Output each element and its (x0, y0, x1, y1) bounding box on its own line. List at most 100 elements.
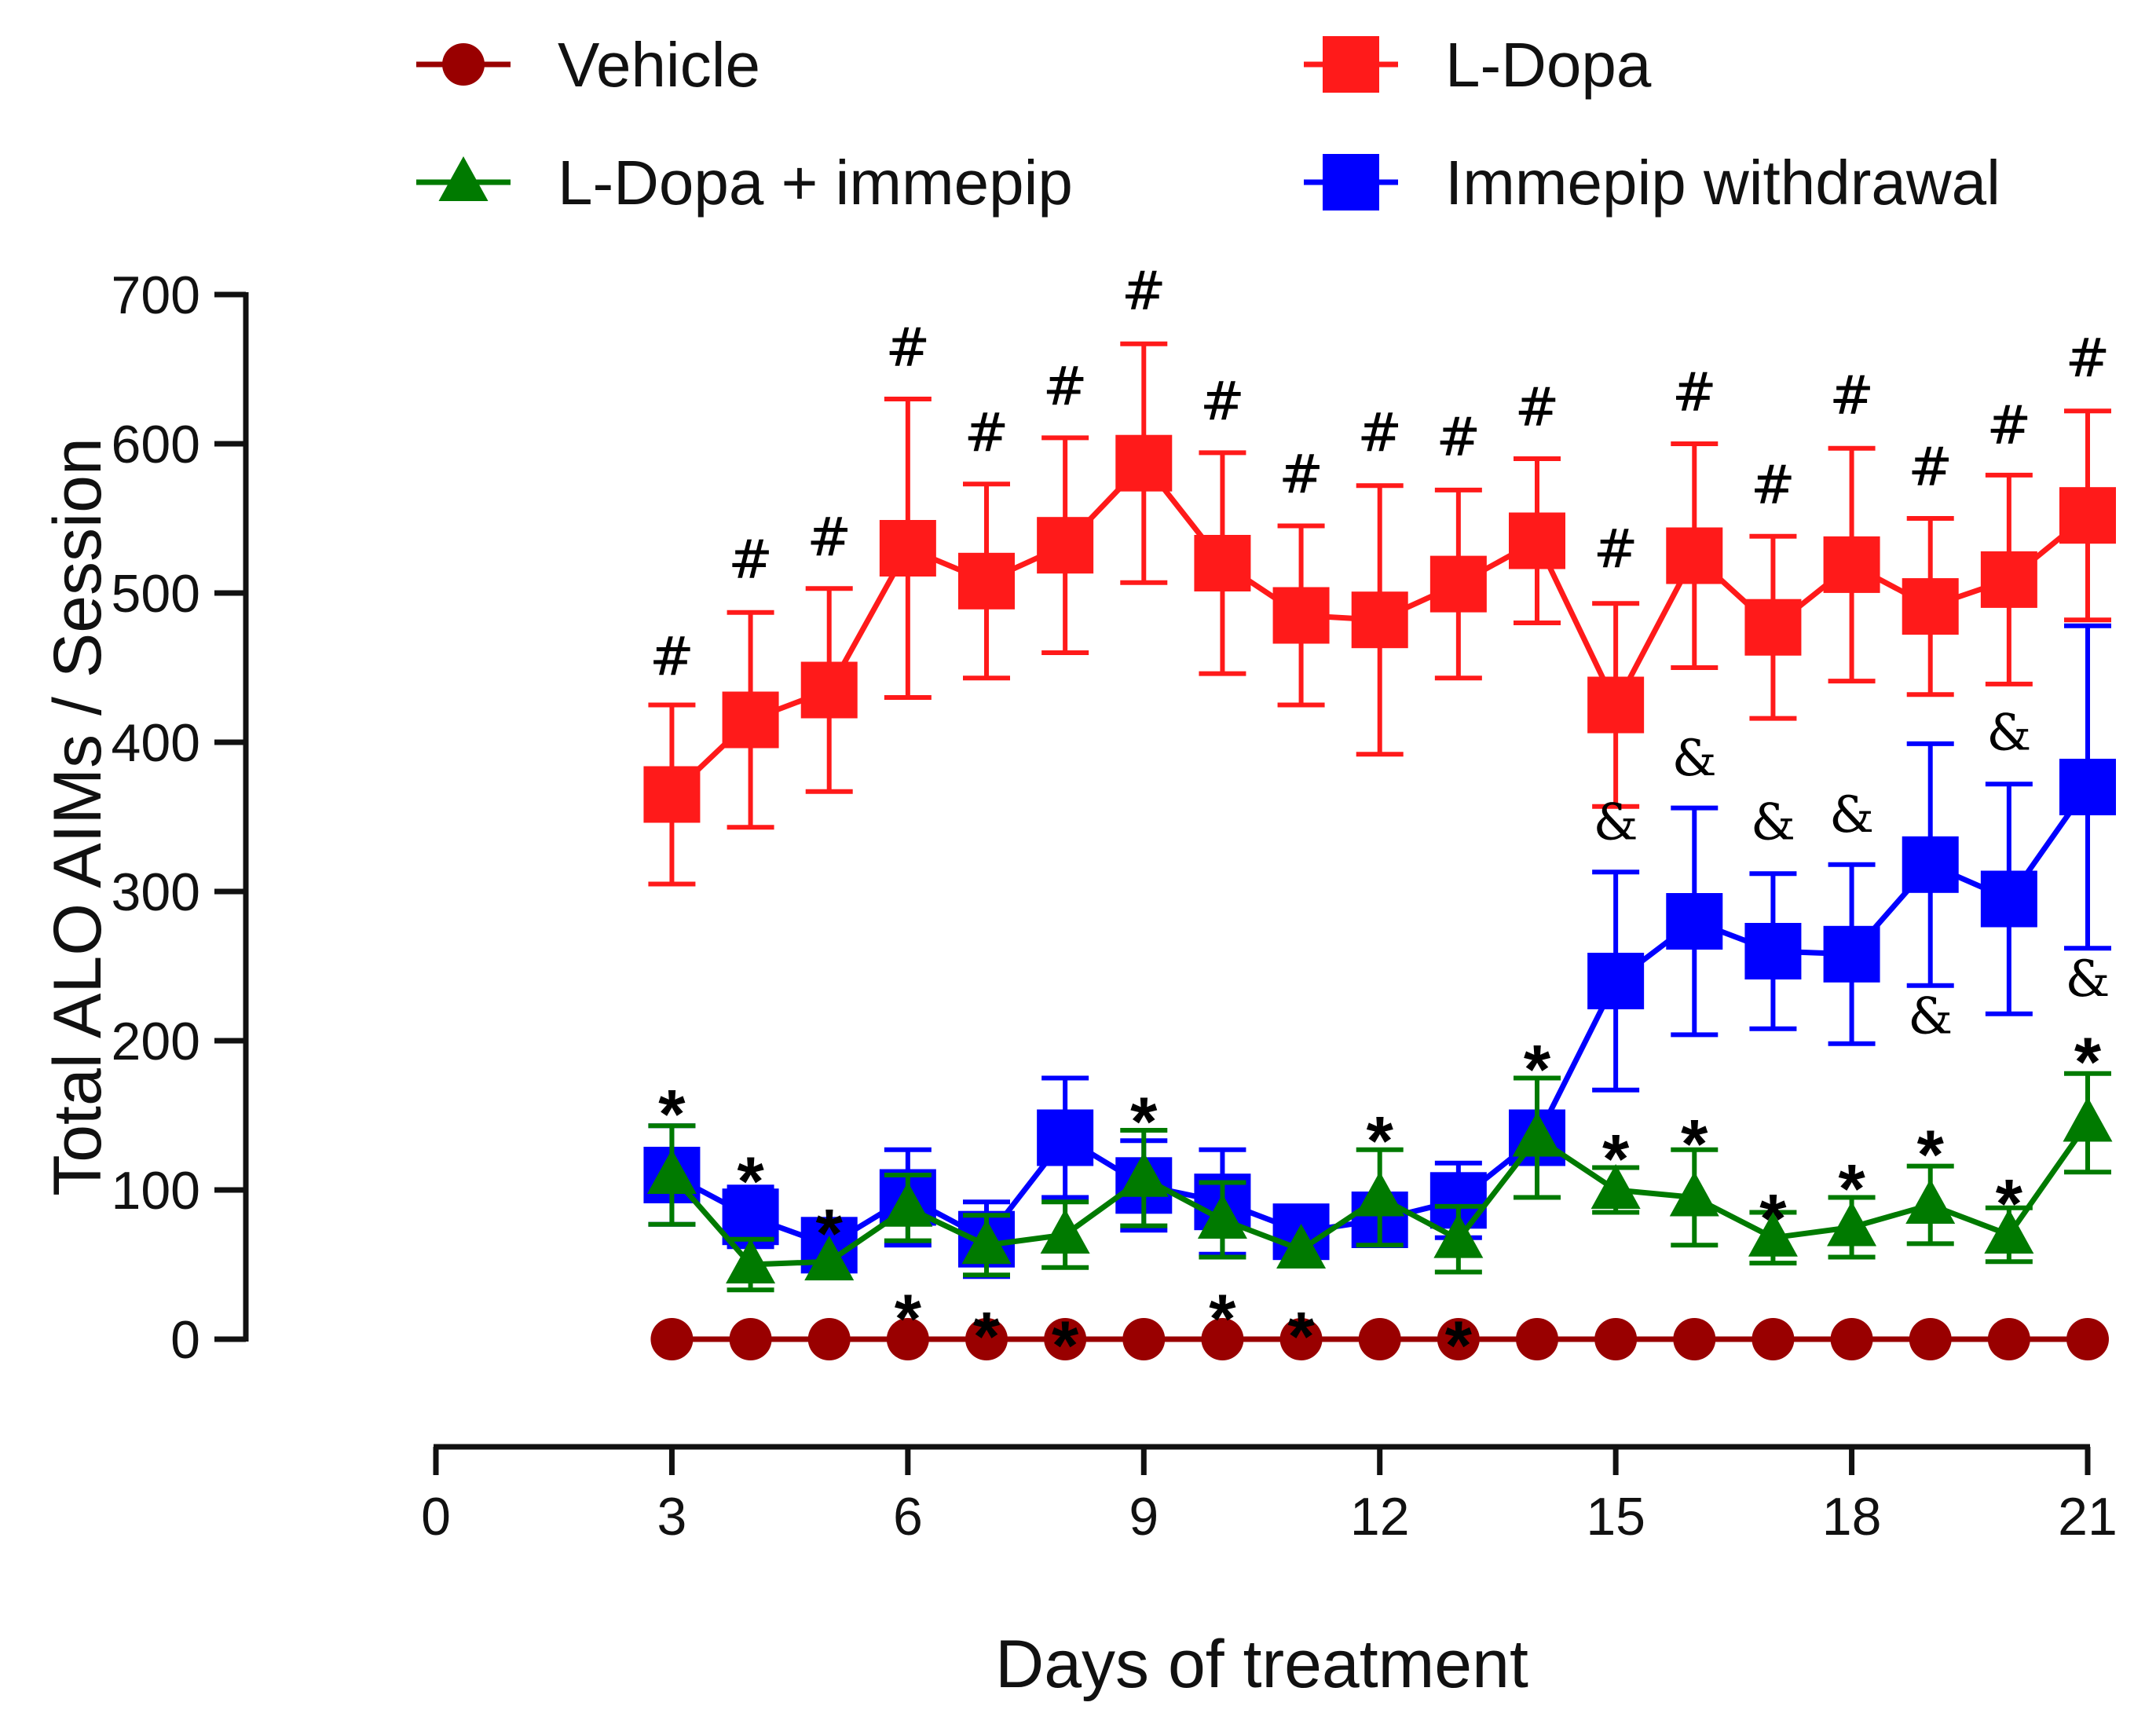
significance-star: * (1759, 1180, 1787, 1258)
data-point (646, 1148, 697, 1194)
data-point (2059, 487, 2116, 544)
legend: Vehicle L-Dopa L-Dopa + immepip Immepip wit… (416, 30, 2000, 218)
legend-label: Immepip withdrawal (1445, 148, 2000, 218)
data-point (1194, 535, 1251, 591)
data-point (1909, 1318, 1952, 1360)
data-point (1433, 1213, 1484, 1258)
plot-area (643, 341, 2116, 1360)
data-point (1437, 1318, 1480, 1360)
x-tick-label: 6 (893, 1487, 923, 1547)
x-tick-label: 18 (1822, 1487, 1882, 1547)
significance-hash: # (1908, 437, 1953, 499)
legend-item-immepip-withdrawal: Immepip withdrawal (1304, 148, 2000, 218)
significance-hash: # (1986, 395, 2031, 457)
data-point (1987, 1318, 2030, 1360)
significance-ampersand: & (1672, 730, 1717, 788)
significance-hash: # (2066, 328, 2110, 390)
y-tick-label: 700 (112, 265, 200, 325)
data-point (643, 766, 701, 823)
data-point (2066, 1318, 2109, 1360)
data-point (2063, 1096, 2113, 1142)
significance-hash: # (1043, 357, 1088, 419)
significance-hash: # (1751, 455, 1795, 517)
data-point (1587, 676, 1645, 734)
significance-star: * (1602, 1120, 1630, 1198)
data-point (958, 552, 1015, 610)
significance-star: * (1130, 1082, 1158, 1160)
data-point (1587, 953, 1645, 1009)
x-tick-label: 9 (1129, 1487, 1159, 1547)
data-point (1512, 1111, 1562, 1157)
significance-ampersand: & (1829, 786, 1874, 844)
data-point (1279, 1318, 1323, 1360)
data-point (1752, 1318, 1795, 1360)
significance-star: * (737, 1142, 764, 1220)
legend-label: L-Dopa + immepip (558, 148, 1073, 218)
significance-hash: # (1829, 365, 1874, 427)
significance-hash: # (885, 317, 930, 379)
significance-star: * (2074, 1023, 2102, 1100)
legend-item-l-dopa: L-Dopa (1304, 30, 1652, 100)
data-point (883, 1181, 933, 1227)
data-point (1827, 1201, 1877, 1247)
significance-star: * (1681, 1105, 1708, 1183)
data-point (1197, 1193, 1247, 1239)
x-tick-label: 21 (2058, 1487, 2118, 1547)
significance-star: * (1209, 1280, 1236, 1357)
data-point (1902, 578, 1959, 635)
significance-hash: # (1357, 403, 1402, 465)
data-point (1980, 870, 2037, 928)
significance-star: * (973, 1298, 1001, 1375)
x-axis-title: Days of treatment (995, 1627, 1528, 1702)
data-point (726, 1238, 776, 1283)
data-point (1429, 555, 1487, 613)
significance-star: * (1917, 1115, 1945, 1193)
data-point (1594, 1318, 1638, 1360)
legend-item-l-dopa-immepip: L-Dopa + immepip (416, 148, 1073, 218)
significance-hash: # (1594, 519, 1638, 581)
significance-star: * (1838, 1150, 1865, 1228)
y-tick-label: 300 (112, 862, 200, 922)
significance-star: * (1052, 1306, 1079, 1384)
significance-star: * (1524, 1031, 1551, 1108)
legend-item-vehicle: Vehicle (416, 30, 760, 100)
legend-marker (442, 43, 485, 86)
x-tick-label: 3 (657, 1487, 687, 1547)
significance-star: * (895, 1280, 922, 1357)
significance-ampersand: & (2066, 950, 2110, 1009)
legend-marker (438, 156, 489, 201)
data-point (650, 1318, 694, 1360)
significance-star: * (1367, 1102, 1394, 1180)
data-point (1516, 1318, 1558, 1360)
legend-marker (1323, 154, 1379, 211)
significance-annotations: ## ######## # ########&&& &&&&**** * *** ***** *… (650, 261, 2110, 1384)
significance-hash: # (728, 529, 773, 591)
y-axis-title: Total ALO AIMs / Session (40, 437, 115, 1196)
data-point (1905, 1178, 1956, 1224)
significance-hash: # (1672, 362, 1717, 424)
series-l-dopa-immepip (646, 1071, 2113, 1293)
data-point (729, 1318, 772, 1360)
significance-hash: # (965, 403, 1009, 465)
data-point (886, 1318, 929, 1360)
data-point (1830, 1318, 1873, 1360)
data-point (1122, 1318, 1166, 1360)
data-point (1276, 1223, 1327, 1269)
data-point (961, 1219, 1012, 1265)
data-point (879, 520, 936, 577)
data-point (1355, 1171, 1405, 1217)
data-point (1358, 1318, 1401, 1360)
series-vehicle (650, 1318, 2109, 1360)
x-axis: 0 3 6 9 12 15 18 21 (421, 1444, 2118, 1547)
series-l-dopa (643, 341, 2116, 887)
significance-hash: # (807, 507, 851, 569)
data-point (722, 1188, 779, 1246)
significance-star: * (1287, 1298, 1315, 1375)
data-point (1669, 1171, 1719, 1217)
y-tick-label: 200 (112, 1012, 200, 1071)
y-tick-label: 600 (112, 415, 200, 474)
legend-label: L-Dopa (1445, 30, 1652, 100)
data-point (1509, 512, 1565, 569)
significance-star: * (816, 1195, 844, 1272)
